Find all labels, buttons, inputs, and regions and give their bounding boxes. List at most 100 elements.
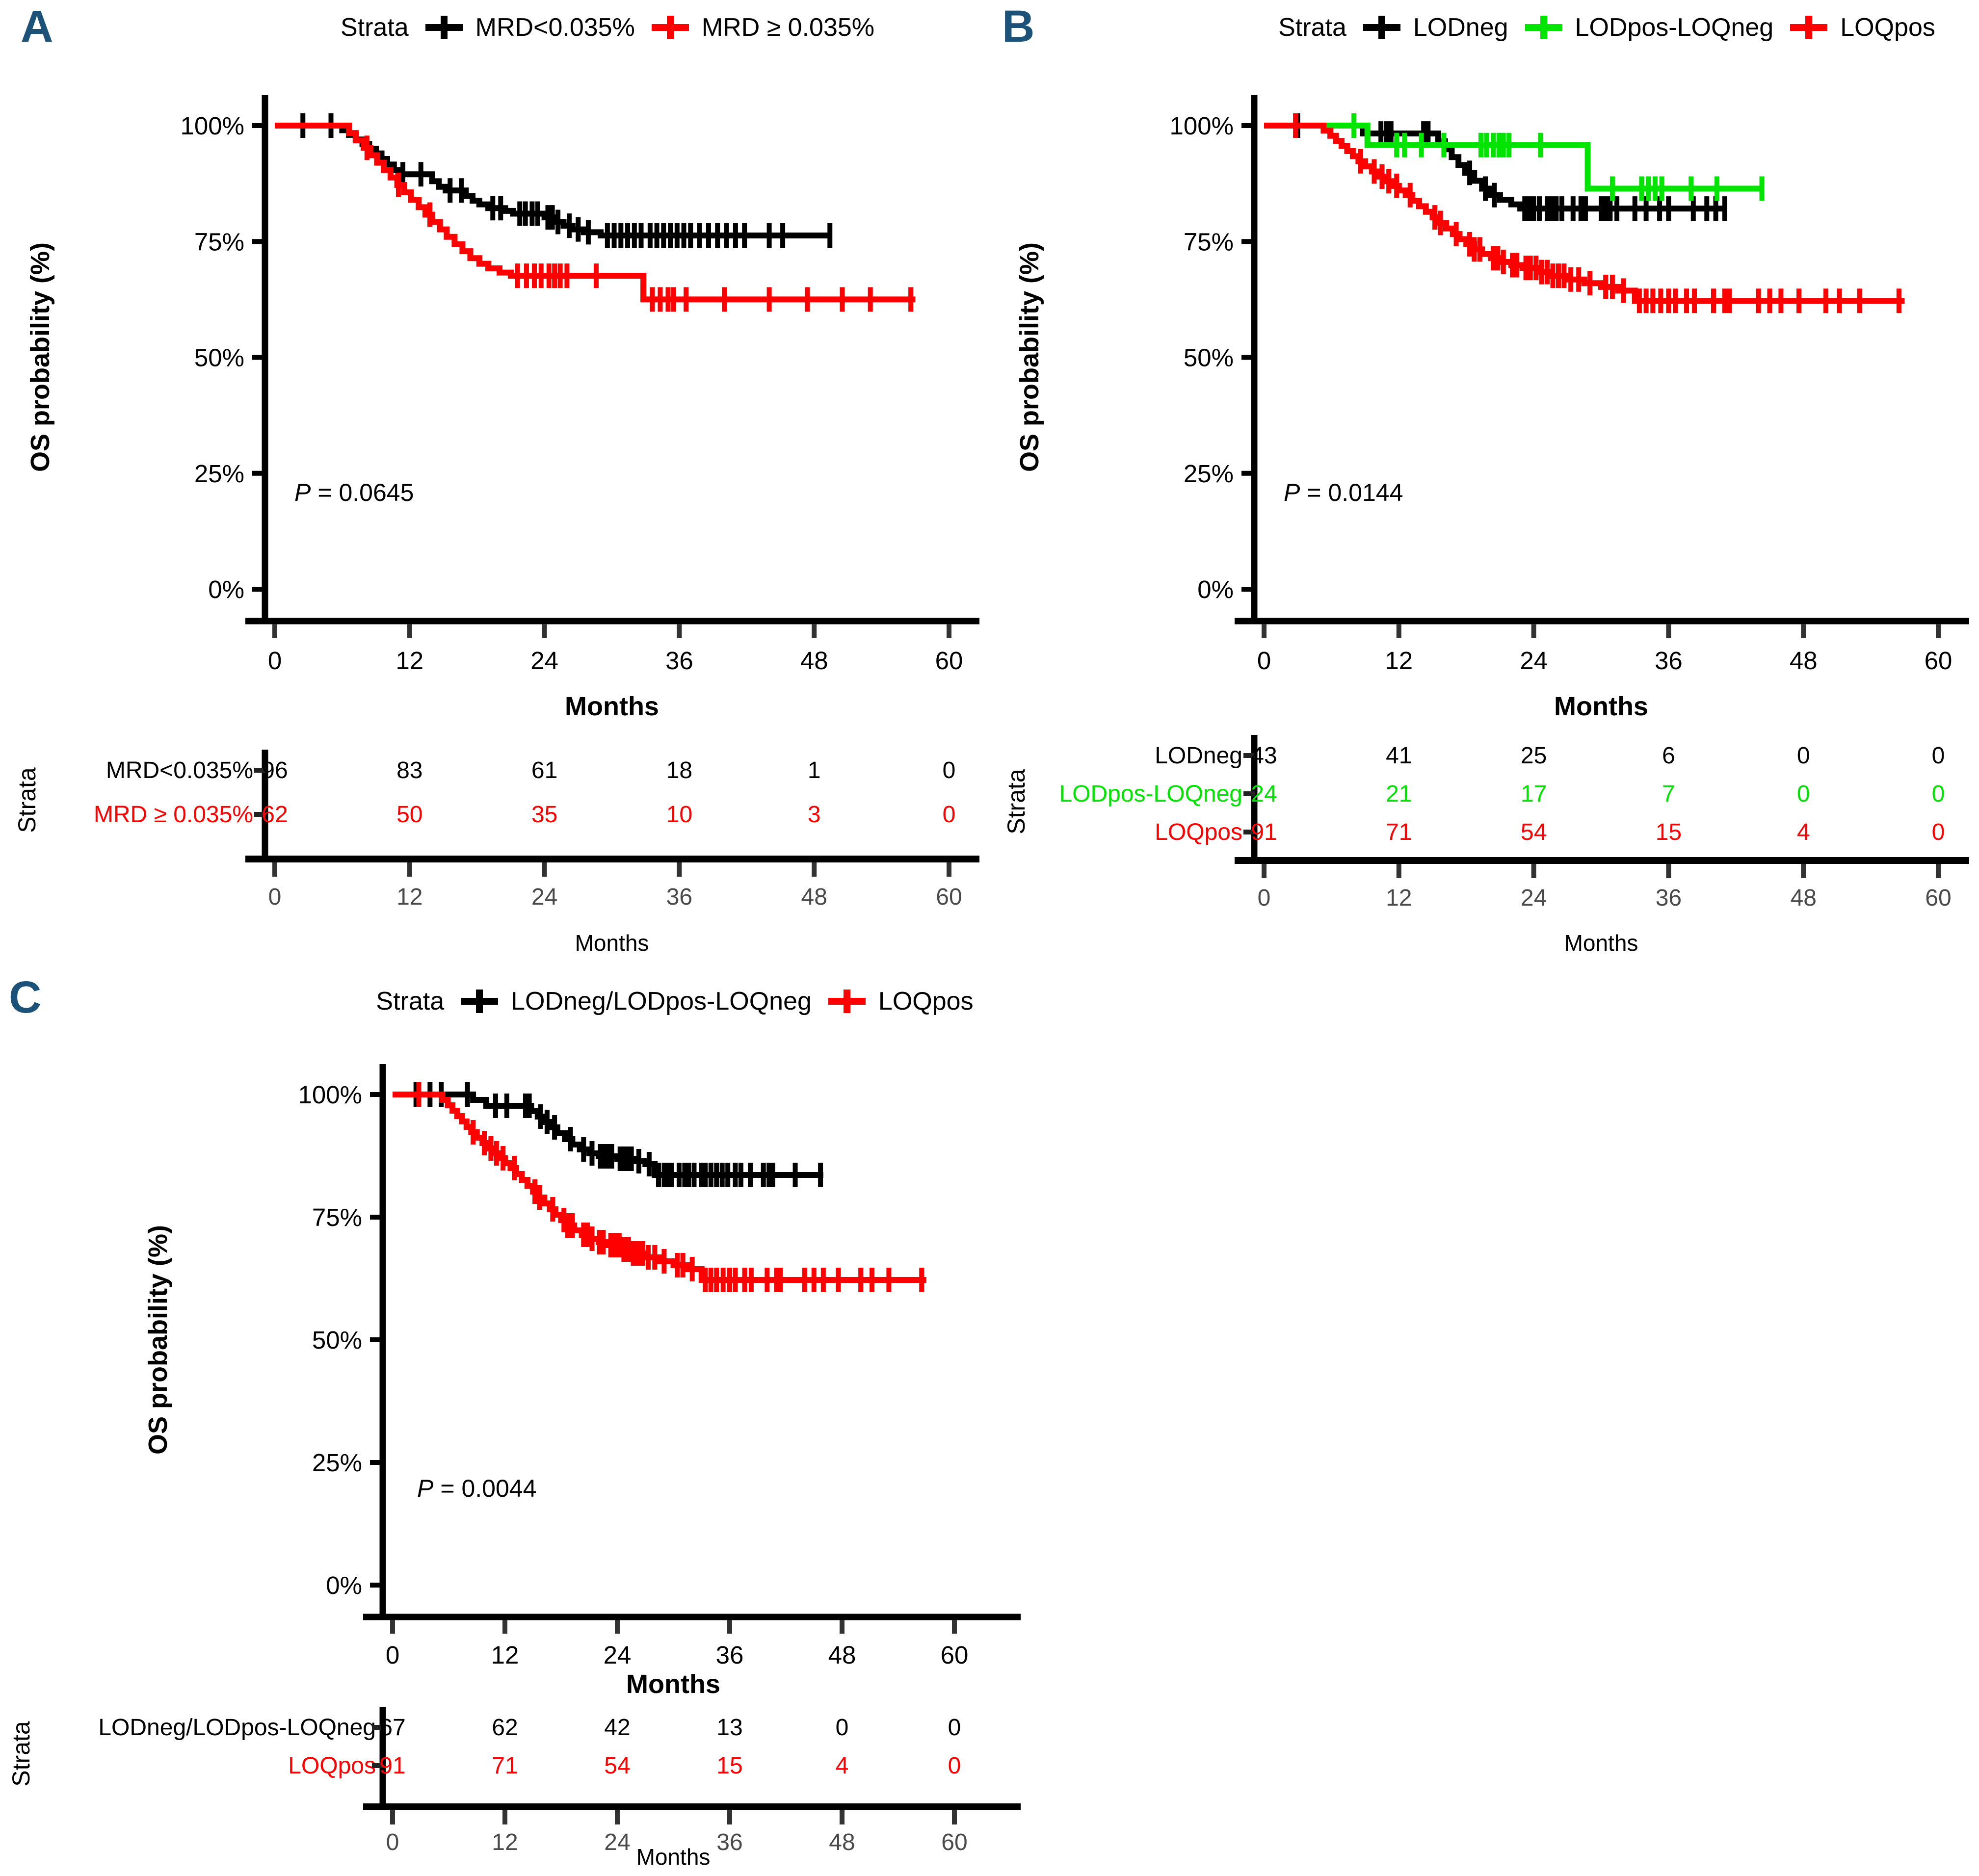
risk-count: 0 [1932, 819, 1945, 845]
y-tick-label: 25% [1184, 460, 1234, 488]
risk-x-tick-label: 24 [1521, 885, 1547, 911]
plus-marker-icon [1363, 16, 1400, 39]
risk-count: 0 [1932, 743, 1945, 769]
plus-marker-vertical [1540, 16, 1547, 39]
legend-label: LOQpos [878, 987, 974, 1016]
y-tick-label: 100% [181, 112, 244, 140]
y-axis-title: OS probability (%) [143, 1225, 173, 1455]
risk-table-b: Strata LODneg LODpos-LOQneg LOQpos Month… [1003, 735, 1969, 956]
risk-count: 3 [808, 802, 821, 828]
risk-x-tick-label: 12 [492, 1829, 518, 1855]
x-tick-label: 48 [800, 647, 828, 675]
y-tick-label: 75% [194, 228, 244, 256]
x-tick-label: 0 [268, 647, 282, 675]
risk-count: 13 [716, 1715, 742, 1741]
x-tick-label: 36 [1655, 647, 1683, 675]
risk-count: 18 [666, 757, 692, 783]
y-tick-label: 50% [194, 344, 244, 372]
risk-count: 71 [492, 1753, 518, 1779]
risk-count: 0 [1797, 743, 1810, 769]
plus-marker-icon [651, 16, 689, 39]
risk-grid: 96 83 61 18 1 062 50 35 10 3 00 12 24 36 48 60 [245, 750, 979, 910]
km-plot-a: OS probability (%) Months P = 0.0645 100%… [26, 95, 979, 721]
risk-count: 15 [716, 1753, 742, 1779]
risk-count: 35 [531, 802, 557, 828]
legend-item: LOQpos [828, 987, 974, 1016]
risk-count: 54 [604, 1753, 630, 1779]
x-tick-label: 12 [396, 647, 423, 675]
plus-marker-vertical [843, 990, 850, 1013]
risk-count: 1 [808, 757, 821, 783]
risk-count: 62 [492, 1715, 518, 1741]
x-tick-label: 0 [386, 1641, 399, 1669]
y-tick-label: 50% [312, 1326, 362, 1354]
y-tick-label: 75% [1184, 228, 1234, 256]
km-curve [275, 123, 916, 303]
y-tick-label: 0% [1197, 575, 1234, 603]
risk-count: 41 [1386, 743, 1412, 769]
km-curves: 100% 75% 50% 25% 0% 0 12 24 36 48 60 [181, 95, 979, 675]
plus-marker-vertical [666, 16, 674, 39]
risk-count: 0 [948, 1715, 961, 1741]
x-axis-title: Months [565, 692, 659, 721]
legend-item: MRD ≥ 0.035% [651, 13, 875, 42]
x-tick-label: 36 [665, 647, 693, 675]
x-tick-label: 60 [935, 647, 963, 675]
risk-row-label: LOQpos [1155, 819, 1242, 845]
risk-row-label: LODpos-LOQneg [1059, 781, 1242, 807]
risk-x-tick-label: 36 [666, 884, 692, 910]
legend-item: MRD<0.035% [425, 13, 635, 42]
x-tick-label: 12 [491, 1641, 519, 1669]
risk-x-tick-label: 12 [396, 884, 422, 910]
p-value: P = 0.0645 [294, 479, 414, 506]
risk-grid: 67 62 42 13 0 0 91 71 54 15 4 0 0 12 24 36 48 60 [363, 1707, 1021, 1855]
y-tick-label: 25% [194, 460, 244, 488]
y-tick-label: 25% [312, 1449, 362, 1477]
risk-count: 17 [1521, 781, 1547, 807]
x-tick-label: 48 [1790, 647, 1818, 675]
km-plot-b: OS probability (%) Months P = 0.0144 100%… [1015, 95, 1969, 721]
legend-a: Strata MRD<0.035% MRD ≥ 0.035% [0, 3, 989, 52]
risk-x-tick-label: 0 [268, 884, 282, 910]
x-tick-label: 0 [1257, 647, 1271, 675]
legend-label: MRD ≥ 0.035% [701, 13, 875, 42]
x-tick-label: 24 [604, 1641, 632, 1669]
plus-marker-icon [828, 990, 866, 1013]
risk-x-tick-label: 24 [531, 884, 557, 910]
legend-label: LODneg/LODpos-LOQneg [511, 987, 812, 1016]
p-value: P = 0.0144 [1284, 479, 1403, 506]
risk-x-tick-label: 0 [1258, 885, 1271, 911]
risk-count: 4 [1797, 819, 1810, 845]
legend-c: Strata LODneg/LODpos-LOQneg LOQpos [0, 977, 1030, 1026]
x-tick-label: 48 [828, 1641, 856, 1669]
y-tick-label: 100% [298, 1081, 362, 1109]
risk-x-tick-label: 36 [716, 1829, 742, 1855]
panel-b: B Strata LODneg LODpos-LOQneg LOQpos OS … [989, 0, 1979, 960]
risk-x-axis-title: Months [575, 930, 649, 956]
p-value: P = 0.0044 [417, 1475, 536, 1502]
y-tick-label: 0% [326, 1571, 362, 1599]
risk-count: 83 [396, 757, 422, 783]
x-tick-label: 36 [716, 1641, 744, 1669]
risk-table-c: Strata LODneg/LODpos-LOQneg LOQpos Month… [7, 1707, 1021, 1870]
risk-x-tick-label: 60 [1925, 885, 1951, 911]
panel-a-label: A [21, 1, 53, 52]
risk-count: 62 [262, 802, 288, 828]
risk-count: 96 [262, 757, 288, 783]
risk-count: 15 [1656, 819, 1682, 845]
legend-item: LODneg/LODpos-LOQneg [461, 987, 812, 1016]
km-plot-c: OS probability (%) Months P = 0.0044 100%… [143, 1064, 1021, 1699]
risk-count: 91 [379, 1753, 405, 1779]
risk-count: 24 [1251, 781, 1277, 807]
legend-label: LOQpos [1840, 13, 1935, 42]
plus-marker-vertical [1805, 16, 1813, 39]
panel-a: A Strata MRD<0.035% MRD ≥ 0.035% OS prob… [0, 0, 989, 960]
x-axis-title: Months [626, 1669, 720, 1699]
x-tick-label: 60 [941, 1641, 969, 1669]
risk-table-a: Strata MRD<0.035% MRD ≥ 0.035% Months 96… [13, 750, 979, 956]
risk-row-label: LODneg/LODpos-LOQneg [98, 1715, 376, 1741]
legend-label: LODpos-LOQneg [1575, 13, 1774, 42]
legend-title: Strata [1278, 13, 1346, 42]
risk-count: 0 [1932, 781, 1945, 807]
y-axis-title: OS probability (%) [26, 242, 55, 472]
